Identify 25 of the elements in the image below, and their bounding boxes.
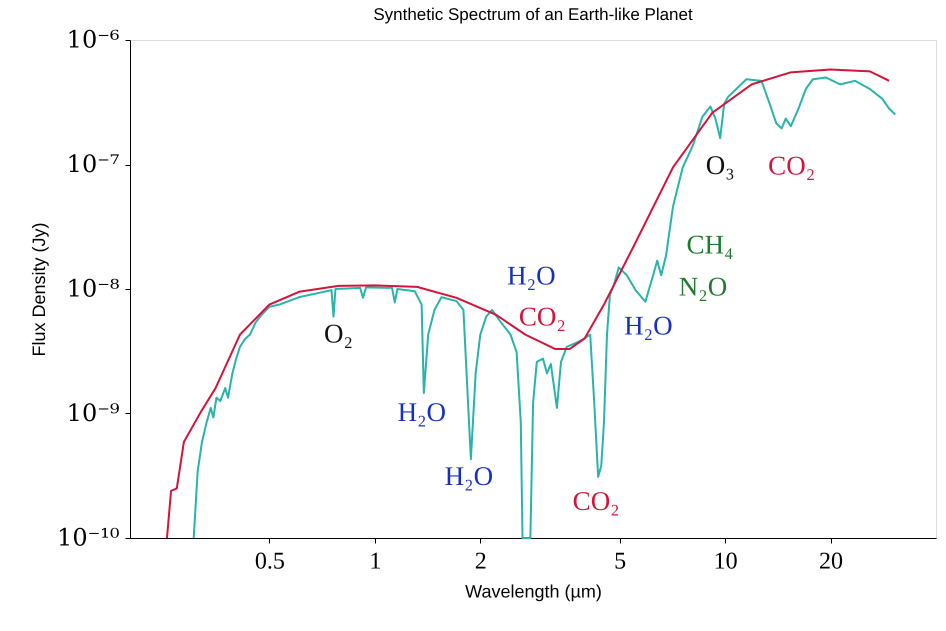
y-tick-label: 10⁻⁷: [66, 150, 120, 178]
x-tick-label: 2: [474, 548, 487, 574]
annotation: N₂O: [678, 272, 728, 302]
annotation: O₂: [324, 318, 353, 349]
y-tick-label: 10⁻⁹: [66, 399, 120, 427]
annotation: H₂O: [444, 461, 494, 492]
annotation: H₂O: [507, 260, 556, 291]
x-tick-label: 1: [369, 548, 382, 574]
annotation: CH₄: [686, 230, 734, 260]
x-tick-label: 20: [819, 548, 844, 574]
x-tick-label: 10: [714, 548, 738, 574]
x-axis-title: Wavelength (µm): [465, 582, 602, 602]
annotation: CO₂: [768, 150, 816, 180]
y-tick-label: 10⁻⁸: [66, 274, 120, 302]
chart-title: Synthetic Spectrum of an Earth-like Planet: [373, 5, 693, 24]
x-tick-label: 0.5: [254, 548, 285, 574]
y-axis-title: Flux Density (Jy): [29, 222, 50, 357]
y-tick-label: 10⁻⁶: [66, 26, 120, 54]
y-tick-label: 10⁻¹⁰: [57, 524, 120, 552]
annotation: O₃: [706, 150, 735, 180]
annotation: H₂O: [624, 310, 673, 341]
annotation: CO₂: [572, 486, 620, 516]
x-tick-label: 5: [614, 548, 626, 574]
annotation: CO₂: [518, 302, 566, 332]
annotation: H₂O: [398, 397, 446, 428]
